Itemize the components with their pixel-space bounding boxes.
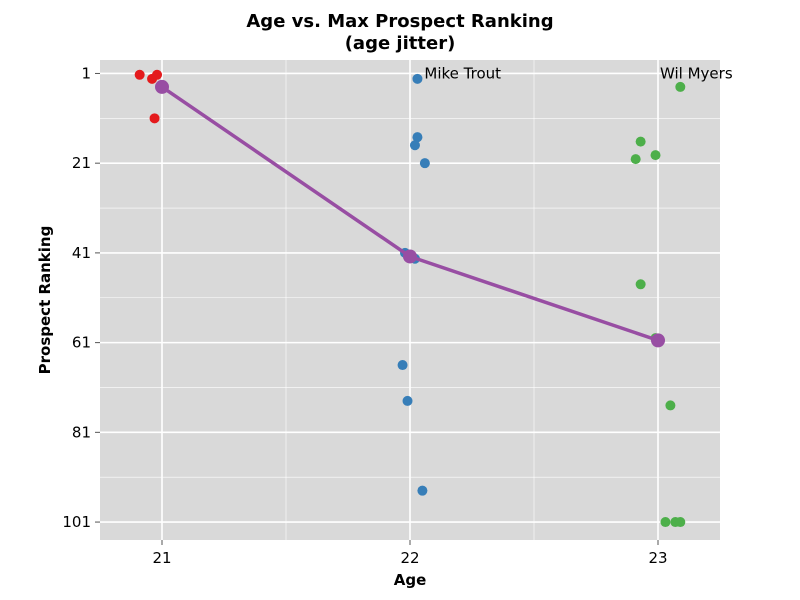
chart-subtitle: (age jitter) (345, 33, 456, 54)
x-tick-label: 21 (152, 549, 171, 567)
data-point (650, 150, 661, 161)
data-point (149, 113, 160, 124)
y-tick-label: 61 (72, 334, 91, 352)
data-point (397, 360, 408, 371)
data-point (660, 517, 671, 528)
mean-point (651, 333, 665, 348)
annotation-label: Wil Myers (660, 64, 733, 82)
axis-ticks: 21 22 23 1 21 41 61 81 101 (62, 64, 667, 567)
y-tick-label: 81 (72, 423, 91, 441)
y-tick-label: 101 (62, 513, 91, 531)
y-tick-label: 21 (72, 154, 91, 172)
x-axis-label: Age (394, 571, 427, 589)
data-point (417, 485, 428, 496)
data-point (635, 136, 646, 147)
data-point (665, 400, 676, 411)
data-point (402, 395, 413, 406)
data-point (675, 517, 686, 528)
data-point (419, 158, 430, 169)
x-tick-label: 22 (400, 549, 419, 567)
data-point (152, 69, 163, 80)
annotation-label: Mike Trout (424, 64, 501, 82)
data-point (134, 69, 145, 80)
data-point (409, 140, 420, 151)
x-tick-label: 23 (648, 549, 667, 567)
mean-point (155, 79, 169, 94)
mean-point (403, 249, 417, 264)
annotations: Mike Trout Wil Myers (424, 64, 732, 82)
data-point (635, 279, 646, 290)
data-point (412, 132, 423, 143)
data-point (630, 154, 641, 165)
grid-lines (100, 60, 720, 540)
y-tick-label: 1 (81, 64, 91, 82)
chart-title: Age vs. Max Prospect Ranking (246, 11, 553, 32)
data-point (675, 81, 686, 92)
data-point (412, 73, 423, 84)
mean-line-group (155, 79, 665, 348)
y-axis-label: Prospect Ranking (36, 226, 54, 375)
y-tick-label: 41 (72, 244, 91, 262)
